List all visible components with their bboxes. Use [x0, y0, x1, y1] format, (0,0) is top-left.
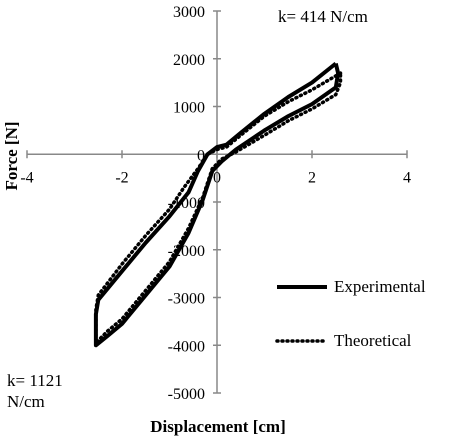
annotation-k-lower-line2: N/cm — [7, 392, 45, 411]
y-axis-title: Force [N] — [2, 121, 21, 190]
annotation-k-upper: k= 414 N/cm — [278, 7, 368, 26]
y-tick-label: -3000 — [168, 291, 205, 308]
legend-label-theoretical: Theoretical — [334, 331, 412, 350]
x-tick-label: -2 — [115, 169, 128, 186]
x-tick-label: 2 — [308, 169, 316, 186]
series-experimental-line — [93, 61, 341, 348]
y-tick-label: 3000 — [173, 4, 205, 21]
tick-labels: -4 -2 0 2 4 3000 2000 1000 0 -1000 -2000 -3000 -4000… — [20, 4, 411, 403]
legend: Experimental Theoretical — [275, 277, 426, 350]
y-tick-label: 2000 — [173, 52, 205, 69]
y-tick-label: -1000 — [168, 195, 205, 212]
axes — [26, 10, 408, 394]
x-axis-title: Displacement [cm] — [150, 417, 286, 436]
y-tick-label: -4000 — [168, 338, 205, 355]
x-tick-label: -4 — [20, 169, 33, 186]
x-tick-label: 0 — [213, 169, 221, 186]
annotation-k-lower-line1: k= 1121 — [7, 371, 63, 390]
y-tick-label: -2000 — [168, 243, 205, 260]
y-tick-label: 0 — [197, 147, 205, 164]
x-tick-label: 4 — [403, 169, 411, 186]
series-theoretical-line — [94, 71, 343, 345]
legend-label-experimental: Experimental — [334, 277, 426, 296]
series-layer — [93, 61, 343, 348]
y-tick-label: -5000 — [168, 386, 205, 403]
y-tick-label: 1000 — [173, 100, 205, 117]
